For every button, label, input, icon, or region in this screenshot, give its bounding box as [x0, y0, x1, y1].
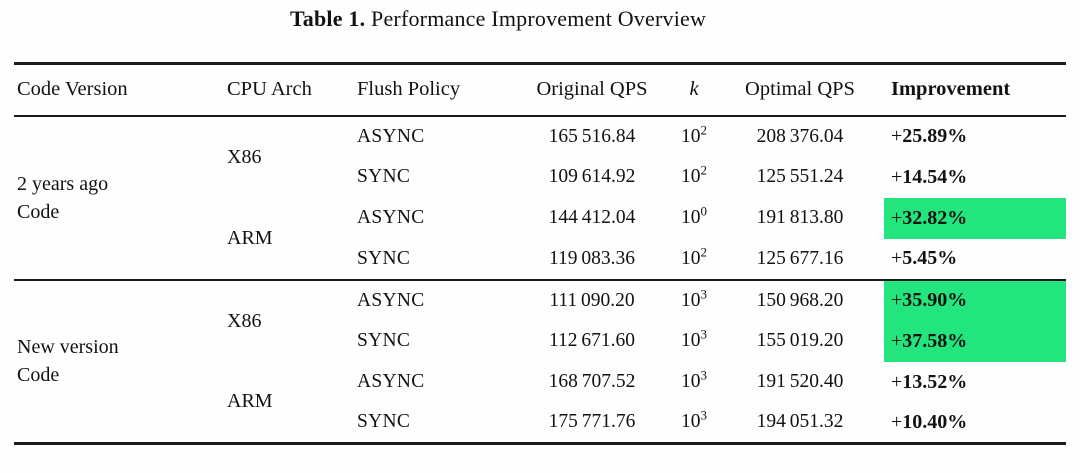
table-row: 2 years ago Code X86 ASYNC 165 516.84 10…: [14, 116, 1066, 223]
table-row: New version Code X86 ASYNC 111 090.20 10…: [14, 279, 1066, 386]
group-2-years-ago: 2 years ago Code X86 ASYNC 165 516.84 10…: [14, 116, 1066, 280]
cell-improvement: +14.54%: [891, 165, 968, 188]
col-header-k: k: [689, 78, 699, 101]
code-version-line: New version: [17, 336, 119, 359]
cell-improvement: +13.52%: [891, 370, 968, 393]
cell-optimal-qps: 191 813.80: [756, 207, 844, 228]
col-header-cpu-arch: CPU Arch: [227, 78, 312, 101]
cell-improvement-highlighted: +37.58%: [884, 320, 1066, 362]
col-header-optimal-qps: Optimal QPS: [745, 78, 855, 101]
k-exponent: 2: [700, 162, 708, 178]
cell-flush-policy: ASYNC: [357, 125, 425, 147]
code-version-line: 2 years ago: [17, 172, 109, 195]
cell-improvement-highlighted: +35.90%: [884, 279, 1066, 321]
cell-code-version: 2 years ago Code: [14, 116, 227, 280]
cell-k: 102: [681, 162, 708, 188]
cell-original-qps: 112 671.60: [548, 330, 636, 351]
cell-improvement: +10.40%: [891, 410, 968, 433]
cell-flush-policy: ASYNC: [357, 289, 425, 311]
cell-original-qps: 109 614.92: [548, 166, 636, 187]
col-header-code-version: Code Version: [17, 78, 128, 101]
cell-flush-policy: ASYNC: [357, 207, 425, 228]
table-caption: Table 1. Performance Improvement Overvie…: [0, 6, 996, 32]
k-exponent: 2: [700, 244, 708, 259]
cell-k: 102: [681, 244, 708, 269]
cell-improvement: +5.45%: [891, 247, 958, 269]
table-caption-label: Table 1.: [289, 6, 366, 31]
k-exponent: 3: [700, 407, 708, 423]
cell-flush-policy: SYNC: [357, 166, 411, 187]
cell-flush-policy: ASYNC: [357, 371, 425, 392]
cell-improvement: +25.89%: [891, 125, 968, 147]
cell-cpu-arch: X86: [227, 309, 262, 332]
table-row: ARM ASYNC 168 707.52 103 191 520.40 +13.…: [14, 362, 1066, 413]
cell-original-qps: 144 412.04: [548, 207, 636, 228]
k-exponent: 0: [700, 203, 708, 219]
cell-original-qps: 119 083.36: [548, 247, 636, 269]
cell-optimal-qps: 125 677.16: [756, 247, 844, 269]
cell-flush-policy: SYNC: [357, 411, 411, 433]
cell-cpu-arch: ARM: [227, 390, 273, 413]
performance-table: Code Version CPU Arch Flush Policy Origi…: [14, 62, 1066, 445]
cell-k: 102: [681, 122, 708, 147]
cell-k: 103: [681, 286, 708, 311]
cell-optimal-qps: 194 051.32: [756, 411, 844, 433]
table-row: SYNC 109 614.92 102 125 551.24 +14.54%: [14, 157, 1066, 198]
cell-cpu-arch: ARM: [227, 226, 273, 249]
cell-cpu-arch: X86: [227, 145, 262, 168]
table-caption-text: Performance Improvement Overview: [371, 6, 707, 31]
k-exponent: 3: [700, 367, 708, 383]
cell-optimal-qps: 125 551.24: [756, 166, 844, 187]
col-header-original-qps: Original QPS: [536, 78, 648, 101]
cell-flush-policy: SYNC: [357, 330, 411, 351]
table-header-row: Code Version CPU Arch Flush Policy Origi…: [14, 64, 1066, 116]
cell-optimal-qps: 191 520.40: [756, 371, 844, 392]
cell-k: 100: [681, 203, 708, 229]
cell-optimal-qps: 155 019.20: [756, 330, 844, 351]
cell-original-qps: 165 516.84: [548, 125, 636, 147]
code-version-line: Code: [17, 364, 60, 387]
cell-k: 103: [681, 407, 708, 433]
cell-k: 103: [681, 326, 708, 352]
cell-optimal-qps: 208 376.04: [756, 125, 844, 147]
k-exponent: 3: [700, 326, 708, 342]
cell-original-qps: 111 090.20: [549, 289, 635, 311]
group-new-version: New version Code X86 ASYNC 111 090.20 10…: [14, 279, 1066, 444]
code-version-line: Code: [17, 200, 60, 223]
cell-improvement-highlighted: +32.82%: [884, 197, 1066, 239]
table-row: SYNC 119 083.36 102 125 677.16 +5.45%: [14, 239, 1066, 280]
col-header-improvement: Improvement: [891, 78, 1011, 101]
col-header-flush-policy: Flush Policy: [357, 78, 461, 101]
k-exponent: 3: [700, 286, 708, 301]
cell-code-version: New version Code: [14, 280, 227, 444]
cell-flush-policy: SYNC: [357, 247, 411, 269]
table-row: SYNC 175 771.76 103 194 051.32 +10.40%: [14, 403, 1066, 444]
cell-original-qps: 168 707.52: [548, 371, 636, 392]
table-row: ARM ASYNC 144 412.04 100 191 813.80 +32.…: [14, 197, 1066, 249]
cell-optimal-qps: 150 968.20: [756, 289, 844, 311]
cell-original-qps: 175 771.76: [548, 411, 636, 433]
table-row: SYNC 112 671.60 103 155 019.20 +37.58%: [14, 320, 1066, 362]
cell-k: 103: [681, 367, 708, 393]
k-exponent: 2: [700, 122, 708, 137]
